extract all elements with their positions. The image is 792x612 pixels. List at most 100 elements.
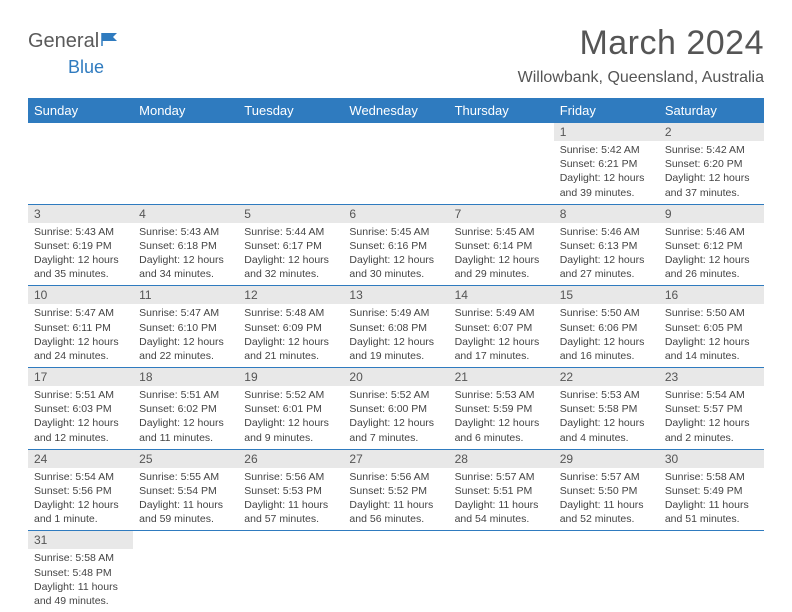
calendar-cell: 23Sunrise: 5:54 AMSunset: 5:57 PMDayligh… <box>659 368 764 450</box>
sunrise-line: Sunrise: 5:53 AM <box>560 388 653 402</box>
daylight-line: Daylight: 12 hours and 12 minutes. <box>34 416 127 444</box>
daylight-line: Daylight: 12 hours and 30 minutes. <box>349 253 442 281</box>
calendar-cell: 30Sunrise: 5:58 AMSunset: 5:49 PMDayligh… <box>659 449 764 531</box>
daylight-line: Daylight: 12 hours and 9 minutes. <box>244 416 337 444</box>
day-number: 29 <box>554 450 659 468</box>
day-number: 31 <box>28 531 133 549</box>
daylight-line: Daylight: 12 hours and 6 minutes. <box>455 416 548 444</box>
day-number: 30 <box>659 450 764 468</box>
weekday-header: Sunday <box>28 98 133 123</box>
day-body: Sunrise: 5:49 AMSunset: 6:07 PMDaylight:… <box>449 304 554 367</box>
sunrise-line: Sunrise: 5:49 AM <box>455 306 548 320</box>
logo: General <box>28 24 125 53</box>
flag-icon <box>101 31 123 52</box>
sunrise-line: Sunrise: 5:56 AM <box>244 470 337 484</box>
calendar-row: 31Sunrise: 5:58 AMSunset: 5:48 PMDayligh… <box>28 531 764 612</box>
sunrise-line: Sunrise: 5:45 AM <box>455 225 548 239</box>
day-body: Sunrise: 5:58 AMSunset: 5:48 PMDaylight:… <box>28 549 133 612</box>
calendar-cell: 26Sunrise: 5:56 AMSunset: 5:53 PMDayligh… <box>238 449 343 531</box>
daylight-line: Daylight: 12 hours and 27 minutes. <box>560 253 653 281</box>
sunrise-line: Sunrise: 5:50 AM <box>560 306 653 320</box>
day-number: 16 <box>659 286 764 304</box>
sunrise-line: Sunrise: 5:56 AM <box>349 470 442 484</box>
daylight-line: Daylight: 12 hours and 32 minutes. <box>244 253 337 281</box>
sunset-line: Sunset: 6:09 PM <box>244 321 337 335</box>
day-body: Sunrise: 5:56 AMSunset: 5:52 PMDaylight:… <box>343 468 448 531</box>
day-number: 5 <box>238 205 343 223</box>
day-number: 28 <box>449 450 554 468</box>
calendar-cell: 5Sunrise: 5:44 AMSunset: 6:17 PMDaylight… <box>238 204 343 286</box>
calendar-row: 24Sunrise: 5:54 AMSunset: 5:56 PMDayligh… <box>28 449 764 531</box>
calendar-row: 17Sunrise: 5:51 AMSunset: 6:03 PMDayligh… <box>28 368 764 450</box>
calendar-header-row: SundayMondayTuesdayWednesdayThursdayFrid… <box>28 98 764 123</box>
calendar-cell: 14Sunrise: 5:49 AMSunset: 6:07 PMDayligh… <box>449 286 554 368</box>
sunset-line: Sunset: 6:08 PM <box>349 321 442 335</box>
calendar-cell: 15Sunrise: 5:50 AMSunset: 6:06 PMDayligh… <box>554 286 659 368</box>
daylight-line: Daylight: 12 hours and 35 minutes. <box>34 253 127 281</box>
calendar-cell: 18Sunrise: 5:51 AMSunset: 6:02 PMDayligh… <box>133 368 238 450</box>
calendar-cell: 22Sunrise: 5:53 AMSunset: 5:58 PMDayligh… <box>554 368 659 450</box>
sunset-line: Sunset: 5:52 PM <box>349 484 442 498</box>
day-number: 6 <box>343 205 448 223</box>
weekday-header: Tuesday <box>238 98 343 123</box>
daylight-line: Daylight: 11 hours and 56 minutes. <box>349 498 442 526</box>
calendar-cell: 1Sunrise: 5:42 AMSunset: 6:21 PMDaylight… <box>554 123 659 204</box>
day-body: Sunrise: 5:52 AMSunset: 6:01 PMDaylight:… <box>238 386 343 449</box>
sunrise-line: Sunrise: 5:46 AM <box>665 225 758 239</box>
sunset-line: Sunset: 6:06 PM <box>560 321 653 335</box>
calendar-cell-empty <box>28 123 133 204</box>
day-number: 26 <box>238 450 343 468</box>
day-body: Sunrise: 5:50 AMSunset: 6:05 PMDaylight:… <box>659 304 764 367</box>
sunset-line: Sunset: 6:18 PM <box>139 239 232 253</box>
sunrise-line: Sunrise: 5:57 AM <box>455 470 548 484</box>
sunset-line: Sunset: 6:00 PM <box>349 402 442 416</box>
daylight-line: Daylight: 12 hours and 7 minutes. <box>349 416 442 444</box>
sunrise-line: Sunrise: 5:47 AM <box>34 306 127 320</box>
day-number: 11 <box>133 286 238 304</box>
calendar-cell: 13Sunrise: 5:49 AMSunset: 6:08 PMDayligh… <box>343 286 448 368</box>
sunset-line: Sunset: 6:02 PM <box>139 402 232 416</box>
day-body: Sunrise: 5:58 AMSunset: 5:49 PMDaylight:… <box>659 468 764 531</box>
day-number: 3 <box>28 205 133 223</box>
day-body: Sunrise: 5:43 AMSunset: 6:19 PMDaylight:… <box>28 223 133 286</box>
daylight-line: Daylight: 12 hours and 1 minute. <box>34 498 127 526</box>
weekday-header: Saturday <box>659 98 764 123</box>
daylight-line: Daylight: 12 hours and 19 minutes. <box>349 335 442 363</box>
calendar-cell: 17Sunrise: 5:51 AMSunset: 6:03 PMDayligh… <box>28 368 133 450</box>
calendar-cell: 21Sunrise: 5:53 AMSunset: 5:59 PMDayligh… <box>449 368 554 450</box>
daylight-line: Daylight: 12 hours and 29 minutes. <box>455 253 548 281</box>
calendar-row: 3Sunrise: 5:43 AMSunset: 6:19 PMDaylight… <box>28 204 764 286</box>
daylight-line: Daylight: 12 hours and 17 minutes. <box>455 335 548 363</box>
calendar-cell-empty <box>343 531 448 612</box>
sunrise-line: Sunrise: 5:54 AM <box>34 470 127 484</box>
daylight-line: Daylight: 12 hours and 39 minutes. <box>560 171 653 199</box>
sunrise-line: Sunrise: 5:47 AM <box>139 306 232 320</box>
day-body: Sunrise: 5:57 AMSunset: 5:50 PMDaylight:… <box>554 468 659 531</box>
sunset-line: Sunset: 6:07 PM <box>455 321 548 335</box>
weekday-header: Monday <box>133 98 238 123</box>
calendar-cell: 31Sunrise: 5:58 AMSunset: 5:48 PMDayligh… <box>28 531 133 612</box>
day-body: Sunrise: 5:53 AMSunset: 5:59 PMDaylight:… <box>449 386 554 449</box>
daylight-line: Daylight: 12 hours and 37 minutes. <box>665 171 758 199</box>
sunrise-line: Sunrise: 5:43 AM <box>34 225 127 239</box>
day-body: Sunrise: 5:56 AMSunset: 5:53 PMDaylight:… <box>238 468 343 531</box>
daylight-line: Daylight: 11 hours and 57 minutes. <box>244 498 337 526</box>
weekday-header: Thursday <box>449 98 554 123</box>
sunrise-line: Sunrise: 5:50 AM <box>665 306 758 320</box>
day-number: 12 <box>238 286 343 304</box>
day-body: Sunrise: 5:49 AMSunset: 6:08 PMDaylight:… <box>343 304 448 367</box>
sunrise-line: Sunrise: 5:53 AM <box>455 388 548 402</box>
sunset-line: Sunset: 5:59 PM <box>455 402 548 416</box>
sunset-line: Sunset: 6:05 PM <box>665 321 758 335</box>
calendar-table: SundayMondayTuesdayWednesdayThursdayFrid… <box>28 98 764 612</box>
sunrise-line: Sunrise: 5:42 AM <box>560 143 653 157</box>
logo-text-general: General <box>28 30 99 53</box>
day-number: 19 <box>238 368 343 386</box>
day-number: 18 <box>133 368 238 386</box>
day-body: Sunrise: 5:53 AMSunset: 5:58 PMDaylight:… <box>554 386 659 449</box>
day-number: 4 <box>133 205 238 223</box>
sunset-line: Sunset: 6:01 PM <box>244 402 337 416</box>
calendar-cell-empty <box>449 123 554 204</box>
sunset-line: Sunset: 6:20 PM <box>665 157 758 171</box>
calendar-cell: 4Sunrise: 5:43 AMSunset: 6:18 PMDaylight… <box>133 204 238 286</box>
